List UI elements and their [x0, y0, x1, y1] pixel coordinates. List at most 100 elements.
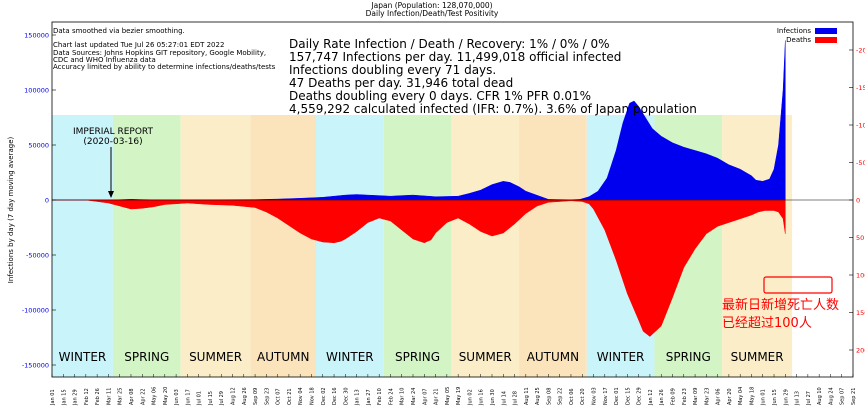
season-band: [315, 115, 384, 377]
y2-tick-label: 150: [856, 309, 865, 317]
imperial-report-label: IMPERIAL REPORT: [73, 127, 154, 137]
x-tick-label: Jun 16: [479, 389, 485, 406]
x-tick-label: Nov 17: [603, 387, 609, 405]
annotation-line: Data smoothed via bezier smoothing.: [53, 27, 185, 35]
y-tick-label: -50000: [26, 252, 49, 260]
x-tick-label: Jul 01: [197, 391, 203, 406]
y2-tick-label: -150: [856, 84, 865, 92]
x-tick-label: Jan 27: [366, 389, 372, 406]
x-tick-label: May 04: [738, 387, 744, 405]
note-highlight-box: [763, 276, 833, 294]
y2-tick-label: -200: [856, 47, 865, 55]
series-area-infections: [52, 40, 786, 201]
axis-ticks: 150000 100000 50000 0 -50000 -100000 -150000 -2…: [22, 32, 865, 407]
x-tick-label: Feb 10: [377, 388, 383, 405]
x-tick-label: Nov 04: [298, 387, 304, 405]
y-tick-label: 150000: [24, 32, 49, 40]
y-tick-label: 0: [45, 197, 49, 205]
x-tick-label: Dec 29: [637, 387, 643, 405]
x-tick-label: May 06: [152, 387, 158, 405]
stats-line: 157,747 Infections per day. 11,499,018 o…: [289, 50, 621, 64]
x-tick-label: Feb 09: [670, 388, 676, 405]
stats-line: Deaths doubling every 0 days. CFR 1% PFR…: [289, 89, 591, 103]
chart-subtitle: Daily Infection/Death/Test Positivity: [366, 9, 499, 18]
season-band: [52, 115, 113, 377]
x-tick-label: Dec 01: [614, 387, 620, 405]
x-tick-label: Jul 14: [501, 391, 507, 406]
annotation-line: Accuracy limited by ability to determine…: [53, 63, 276, 71]
season-label: AUTUMN: [257, 350, 309, 364]
x-tick-label: Aug 25: [535, 387, 541, 405]
x-tick-label: Oct 06: [569, 388, 575, 405]
season-label: AUTUMN: [527, 350, 579, 364]
season-band: [112, 115, 181, 377]
season-band: [250, 115, 316, 377]
season-label: WINTER: [59, 350, 107, 364]
x-tick-label: Jan 01: [50, 389, 56, 406]
x-tick-label: Dec 02: [321, 387, 327, 405]
season-label: SUMMER: [459, 350, 512, 364]
season-band: [383, 115, 452, 377]
x-tick-label: Feb 12: [84, 388, 90, 405]
y2-tick-label: 0: [856, 197, 860, 205]
imperial-report-arrowhead: [108, 191, 114, 198]
y2-tick-label: -50: [856, 159, 865, 167]
x-tick-label: May 19: [456, 387, 462, 405]
y-tick-label: 50000: [28, 142, 49, 150]
x-tick-label: Mar 24: [411, 388, 417, 405]
x-tick-label: Dec 30: [343, 387, 349, 405]
note-line-2: 已经超过100人: [722, 316, 812, 331]
x-tick-label: Aug 10: [817, 387, 823, 405]
x-tick-label: Apr 07: [422, 388, 428, 405]
series-area-deaths: [52, 199, 786, 337]
season-label: SPRING: [124, 350, 169, 364]
x-tick-label: Mar 23: [704, 388, 710, 405]
x-tick-label: May 18: [749, 387, 755, 405]
x-tick-label: Jul 13: [795, 391, 801, 406]
x-tick-label: Apr 21: [434, 388, 440, 405]
annotation-line: Data Sources: Johns Hopkins GIT reposito…: [53, 49, 266, 57]
x-tick-label: Feb 23: [682, 388, 688, 405]
x-tick-label: Jun 30: [490, 389, 496, 406]
season-label: SUMMER: [731, 350, 784, 364]
x-tick-label: Oct 21: [287, 388, 293, 405]
season-label: SUMMER: [189, 350, 242, 364]
x-tick-label: Sep 08: [546, 388, 552, 405]
season-label: SPRING: [666, 350, 711, 364]
x-tick-label: Jul 15: [208, 391, 214, 406]
imperial-report-date: (2020-03-16): [83, 137, 142, 147]
annotation-block: Data smoothed via bezier smoothing. Char…: [53, 27, 276, 71]
y-tick-label: 100000: [24, 87, 49, 95]
x-tick-label: Sep 09: [253, 388, 259, 405]
x-tick-label: Jul 27: [806, 391, 812, 406]
x-tick-label: Jan 15: [61, 389, 67, 406]
stats-line: Infections doubling every 71 days.: [289, 63, 496, 77]
x-tick-label: May 05: [445, 387, 451, 405]
note-line-1: 最新日新增死亡人数: [722, 297, 839, 313]
x-tick-label: Nov 18: [309, 387, 315, 405]
y-tick-label: -100000: [22, 307, 49, 315]
y2-tick-label: -100: [856, 122, 865, 130]
series-areas: [52, 40, 786, 337]
x-tick-label: Jun 17: [185, 389, 191, 406]
x-tick-label: Feb 24: [388, 388, 394, 405]
legend-label-deaths: Deaths: [786, 36, 811, 44]
legend-swatch-deaths: [815, 37, 837, 43]
x-tick-label: Oct 07: [276, 388, 282, 405]
x-tick-label: Jun 03: [174, 389, 180, 406]
y2-tick-label: 50: [856, 234, 864, 242]
y-tick-label: -150000: [22, 362, 49, 370]
x-tick-label: Nov 03: [592, 387, 598, 405]
x-tick-label: Sep 22: [558, 388, 564, 405]
x-tick-label: Aug 11: [524, 387, 530, 405]
legend: Infections Deaths: [777, 27, 837, 44]
stats-block: Daily Rate Infection / Death / Recovery:…: [289, 37, 697, 116]
x-tick-label: Apr 20: [727, 388, 733, 405]
x-tick-label: Jun 15: [772, 389, 778, 406]
annotation-line: CDC and WHO Influenza data: [53, 56, 156, 64]
legend-label-infections: Infections: [777, 27, 812, 35]
x-tick-label: Mar 09: [693, 388, 699, 405]
y2-tick-label: 200: [856, 347, 865, 355]
season-band: [451, 115, 520, 377]
stats-line: 4,559,292 calculated infected (IFR: 0.7%…: [289, 102, 697, 116]
